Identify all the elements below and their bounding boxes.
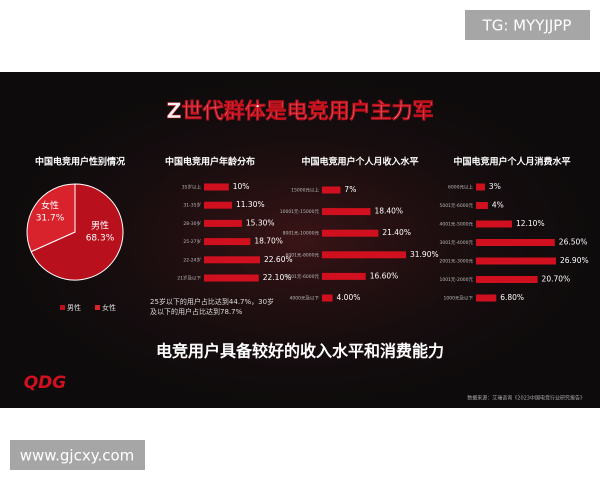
category-label: 31-35岁	[183, 202, 201, 209]
slice-value: 31.7%	[36, 214, 65, 224]
value-label: 18.40%	[374, 207, 403, 216]
slide-title: Z世代群体是电竞用户主力军	[166, 99, 433, 123]
bar	[322, 186, 341, 194]
value-label: 4.00%	[337, 293, 361, 302]
category-label: 6001元-8000元	[285, 252, 319, 258]
value-label: 21.40%	[382, 228, 411, 237]
bar	[204, 183, 229, 191]
category-label: 4001元-6000元	[285, 274, 319, 280]
category-label: 6000元以上	[448, 184, 473, 191]
category-label: 3001元-4000元	[439, 240, 473, 246]
value-label: 11.30%	[236, 200, 265, 209]
pie-slice	[26, 183, 76, 253]
bar	[476, 294, 497, 302]
category-label: 10001元-15000元	[280, 209, 320, 215]
slice-value: 68.3%	[86, 234, 115, 244]
value-label: 6.80%	[500, 293, 524, 302]
legend-swatch	[60, 305, 65, 310]
bar	[322, 208, 371, 216]
legend-swatch	[95, 305, 100, 310]
bar	[204, 274, 259, 282]
category-label: 4000元及以下	[290, 296, 320, 302]
slice-label: 女性	[41, 200, 59, 212]
value-label: 31.90%	[410, 250, 439, 259]
category-label: 25-27岁	[183, 238, 201, 245]
bar	[322, 272, 366, 280]
bar	[204, 256, 260, 264]
chart-title: 中国电竞用户个人月消费水平	[453, 156, 570, 168]
pie-slice	[30, 183, 124, 281]
category-label: 22-24岁	[183, 256, 201, 263]
site-box	[10, 440, 145, 470]
value-label: 26.50%	[559, 238, 588, 247]
category-label: 5001元-6000元	[439, 203, 473, 209]
bar	[204, 219, 242, 227]
bar	[476, 257, 556, 265]
bar	[476, 220, 512, 228]
value-label: 3%	[489, 182, 501, 191]
chart-title: 中国电竞用户年龄分布	[165, 156, 255, 168]
bar	[476, 183, 485, 191]
value-label: 22.10%	[263, 273, 292, 282]
value-label: 18.70%	[254, 237, 283, 246]
site-url: www.gjcxy.com	[20, 447, 135, 465]
category-label: 15000元以上	[291, 187, 319, 194]
value-label: 20.70%	[542, 275, 571, 284]
bar	[322, 251, 406, 259]
bar	[204, 201, 232, 209]
value-label: 26.90%	[560, 256, 589, 265]
bar	[476, 276, 538, 283]
slide-subtitle: 电竞用户具备较好的收入水平和消费能力	[156, 342, 444, 361]
legend-label: 男性	[67, 303, 81, 312]
chart-title: 中国电竞用户个人月收入水平	[301, 156, 418, 168]
logo: QDG	[24, 373, 67, 393]
slice-label: 男性	[91, 220, 109, 232]
value-label: 16.60%	[370, 271, 399, 280]
value-label: 15.30%	[246, 218, 275, 227]
category-label: 35岁以上	[182, 184, 202, 191]
bar	[322, 294, 333, 302]
category-label: 2001元-3000元	[439, 259, 473, 265]
category-label: 1001元-2000元	[439, 277, 473, 283]
value-label: 7%	[344, 185, 356, 194]
value-label: 12.10%	[516, 219, 545, 228]
value-label: 4%	[492, 201, 504, 210]
watermark: TG: MYYJJPP	[482, 17, 572, 35]
category-label: 21岁及以下	[177, 275, 201, 282]
legend-label: 女性	[102, 303, 116, 312]
category-label: 8001元-10000元	[283, 231, 320, 237]
category-label: 1000元及以下	[444, 296, 474, 302]
bar	[322, 229, 379, 237]
watermark-box	[465, 10, 590, 40]
value-label: 22.60%	[264, 255, 293, 264]
category-label: 4001元-5000元	[439, 222, 473, 228]
value-label: 10%	[233, 182, 250, 191]
category-label: 28-30岁	[183, 220, 201, 227]
bar	[476, 239, 555, 246]
annotation: 25岁以下的用户占比达到44.7%，30岁及以下的用户占比达到78.7%	[150, 297, 274, 316]
chart-title: 中国电竞用户性别情况	[35, 156, 125, 168]
bar	[476, 202, 488, 209]
bar	[204, 238, 251, 246]
source: 数据来源：艾瑞咨询《2023中国电竞行业研究报告》	[467, 395, 585, 402]
